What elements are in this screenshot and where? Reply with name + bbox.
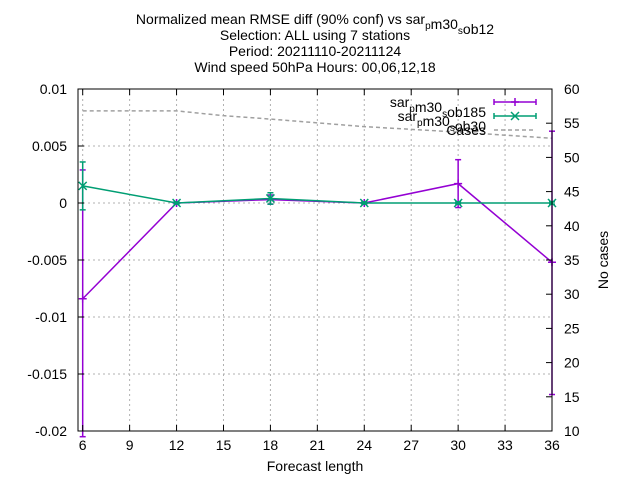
legend-label: sarpm30sob185 — [390, 94, 486, 120]
x-tick-label: 33 — [497, 437, 513, 453]
x-tick-label: 30 — [450, 437, 466, 453]
y2-tick-label: 40 — [564, 218, 580, 234]
x-tick-label: 15 — [216, 437, 232, 453]
y2-tick-label: 60 — [564, 81, 580, 97]
grid — [78, 89, 552, 431]
y-tick-label: -0.02 — [35, 423, 67, 439]
cases-series — [82, 110, 553, 139]
x-tick-label: 18 — [263, 437, 279, 453]
data-point — [78, 294, 87, 303]
y-tick-label: 0.005 — [32, 138, 67, 154]
y2-tick-label: 45 — [564, 184, 580, 200]
x-tick-label: 12 — [169, 437, 185, 453]
legend-marker — [510, 111, 520, 121]
y2-tick-label: 15 — [564, 389, 580, 405]
x-tick-label: 6 — [79, 437, 87, 453]
legend-label: sarpm30sob30 — [398, 108, 487, 134]
chart-title: Normalized mean RMSE diff (90% conf) vs … — [136, 11, 494, 75]
data-point — [454, 179, 463, 188]
x-axis-label: Forecast length — [267, 458, 364, 474]
x-axis: 6 9 12 15 18 21 24 27 30 33 36 — [79, 89, 560, 453]
y2-tick-label: 20 — [564, 355, 580, 371]
data-point — [172, 198, 182, 208]
data-point — [78, 181, 88, 191]
y-tick-label: -0.01 — [35, 309, 67, 325]
x-tick-label: 24 — [356, 437, 372, 453]
data-point — [359, 198, 369, 208]
y-tick-label: -0.005 — [27, 252, 67, 268]
y2-tick-label: 30 — [564, 286, 580, 302]
title-line: Selection: ALL using 7 stations — [220, 27, 410, 43]
y-tick-label: 0.01 — [40, 81, 67, 97]
y-tick-label: 0 — [59, 195, 67, 211]
y2-axis: 10 15 20 25 30 35 40 45 50 55 60 — [546, 81, 580, 439]
y2-axis-label: No cases — [595, 231, 611, 289]
y-tick-label: -0.015 — [27, 366, 67, 382]
y2-tick-label: 25 — [564, 320, 580, 336]
y2-tick-label: 55 — [564, 115, 580, 131]
title-line: Normalized mean RMSE diff (90% conf) vs … — [136, 11, 494, 37]
x-tick-label: 21 — [310, 437, 326, 453]
series-1 — [78, 161, 557, 211]
data-point — [453, 198, 463, 208]
x-tick-label: 9 — [126, 437, 134, 453]
title-line: Period: 20211110-20211124 — [229, 43, 402, 59]
series-line — [82, 185, 552, 204]
y2-tick-label: 50 — [564, 149, 580, 165]
legend-label: Cases — [446, 122, 486, 138]
legend-marker — [511, 98, 519, 106]
title-line: Wind speed 50hPa Hours: 00,06,12,18 — [194, 59, 435, 75]
data-point — [265, 193, 275, 203]
cases-line — [82, 110, 553, 139]
y2-tick-label: 35 — [564, 252, 580, 268]
x-tick-label: 27 — [403, 437, 419, 453]
y-axis: -0.02 -0.015 -0.01 -0.005 0 0.005 0.01 — [27, 81, 84, 439]
x-tick-label: 36 — [544, 437, 560, 453]
y2-tick-label: 10 — [564, 423, 580, 439]
